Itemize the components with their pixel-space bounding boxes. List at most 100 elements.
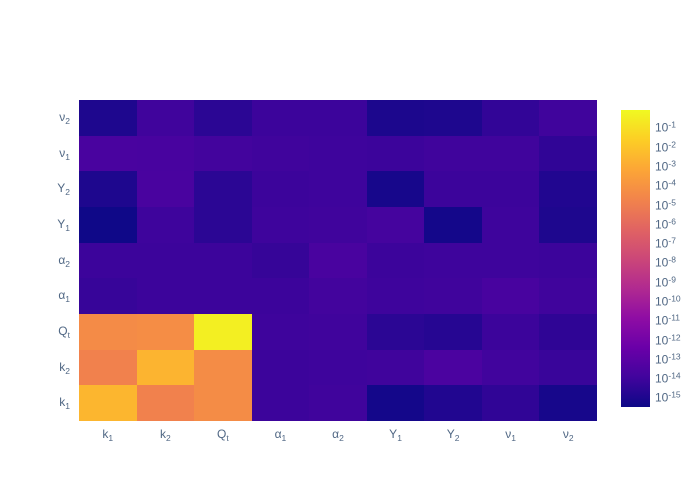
heatmap-cell[interactable] [539,100,597,136]
heatmap-cell[interactable] [136,349,195,386]
y-tick-label: k2 [59,359,70,376]
colorbar-tick-label: 10-8 [655,254,676,270]
heatmap-cell[interactable] [539,207,597,243]
x-tick-label: k2 [159,427,171,443]
heatmap-cell[interactable] [79,385,137,421]
heatmap-cell[interactable] [366,242,425,279]
heatmap-cell[interactable] [539,349,597,386]
heatmap-cell[interactable] [251,100,310,136]
heatmap-cell[interactable] [481,385,540,421]
heatmap-cell[interactable] [136,278,195,314]
heatmap-cell[interactable] [539,278,597,314]
colorbar-tick-label: 10-15 [655,389,681,405]
heatmap-cell[interactable] [251,314,310,350]
colorbar-tick-label: 10-14 [655,370,681,386]
heatmap-cell[interactable] [309,207,367,243]
heatmap-cell[interactable] [251,278,310,314]
heatmap-cell[interactable] [366,171,425,207]
heatmap-cell[interactable] [539,314,597,350]
heatmap-cell[interactable] [136,171,195,207]
y-tick-label: Y1 [57,216,70,233]
heatmap-cell[interactable] [424,100,482,136]
heatmap-cell[interactable] [136,242,195,279]
heatmap-cell[interactable] [251,171,310,207]
x-tick-label: Y2 [446,427,460,443]
heatmap-cell[interactable] [424,171,482,207]
heatmap-cell[interactable] [136,100,195,136]
heatmap-cell[interactable] [251,385,310,421]
heatmap-cell[interactable] [309,171,367,207]
heatmap-cell[interactable] [136,385,195,421]
heatmap-cell[interactable] [481,314,540,350]
heatmap-cell[interactable] [539,385,597,421]
heatmap-cell[interactable] [481,278,540,314]
heatmap-cell[interactable] [251,242,310,279]
heatmap-cell[interactable] [366,207,425,243]
heatmap-cell[interactable] [424,385,482,421]
heatmap-cell[interactable] [309,135,367,172]
heatmap-cell[interactable] [309,314,367,350]
heatmap-cell[interactable] [366,314,425,350]
colorbar-tick-label: 10-13 [655,351,681,367]
heatmap-cell[interactable] [194,385,252,421]
heatmap-cell[interactable] [366,100,425,136]
heatmap-cell[interactable] [366,349,425,386]
heatmap-cell[interactable] [424,207,482,243]
heatmap-cell[interactable] [309,385,367,421]
heatmap-cell[interactable] [79,171,137,207]
heatmap-cell[interactable] [366,135,425,172]
heatmap-cell[interactable] [194,278,252,314]
y-tick-label: α1 [58,287,70,304]
heatmap-cell[interactable] [79,349,137,386]
heatmap-cell[interactable] [481,171,540,207]
heatmap-cell[interactable] [481,100,540,136]
heatmap-cell[interactable] [194,349,252,386]
heatmap-cell[interactable] [424,349,482,386]
heatmap-cell[interactable] [79,135,137,172]
heatmap-cell[interactable] [251,135,310,172]
colorbar-tick-label: 10-11 [655,312,681,328]
heatmap-cell[interactable] [79,100,137,136]
heatmap-cell[interactable] [424,242,482,279]
heatmap-cell[interactable] [481,135,540,172]
heatmap-cell[interactable] [79,207,137,243]
heatmap-cell[interactable] [194,242,252,279]
heatmap-cell[interactable] [309,242,367,279]
heatmap-cell[interactable] [539,171,597,207]
heatmap-cell[interactable] [539,135,597,172]
colorbar-tick-label: 10-4 [655,177,676,193]
heatmap-cell[interactable] [194,100,252,136]
heatmap-cell[interactable] [251,207,310,243]
heatmap-cell[interactable] [309,100,367,136]
heatmap-cell[interactable] [539,242,597,279]
heatmap-cell[interactable] [79,314,137,350]
x-tick-label: α2 [332,427,344,443]
colorbar-tick-label: 10-2 [655,139,676,155]
heatmap-cell[interactable] [424,135,482,172]
heatmap-cell[interactable] [194,135,252,172]
heatmap-cell[interactable] [481,349,540,386]
heatmap-cell[interactable] [309,278,367,314]
heatmap-cell[interactable] [194,314,252,350]
heatmap-cell[interactable] [194,207,252,243]
heatmap-cell[interactable] [136,135,195,172]
heatmap-cell[interactable] [481,242,540,279]
heatmap-cell[interactable] [79,278,137,314]
colorbar-tick-label: 10-3 [655,158,676,174]
heatmap-cell[interactable] [481,207,540,243]
y-tick-label: k1 [59,394,70,411]
heatmap[interactable] [79,100,597,421]
heatmap-cell[interactable] [424,314,482,350]
heatmap-cell[interactable] [424,278,482,314]
heatmap-cell[interactable] [79,242,137,279]
heatmap-cell[interactable] [251,349,310,386]
heatmap-cell[interactable] [136,207,195,243]
colorbar-gradient [621,110,650,407]
heatmap-cell[interactable] [366,385,425,421]
heatmap-cell[interactable] [136,314,195,350]
x-tick-label: α1 [274,427,287,443]
heatmap-cell[interactable] [309,349,367,386]
heatmap-cell[interactable] [366,278,425,314]
heatmap-cell[interactable] [194,171,252,207]
